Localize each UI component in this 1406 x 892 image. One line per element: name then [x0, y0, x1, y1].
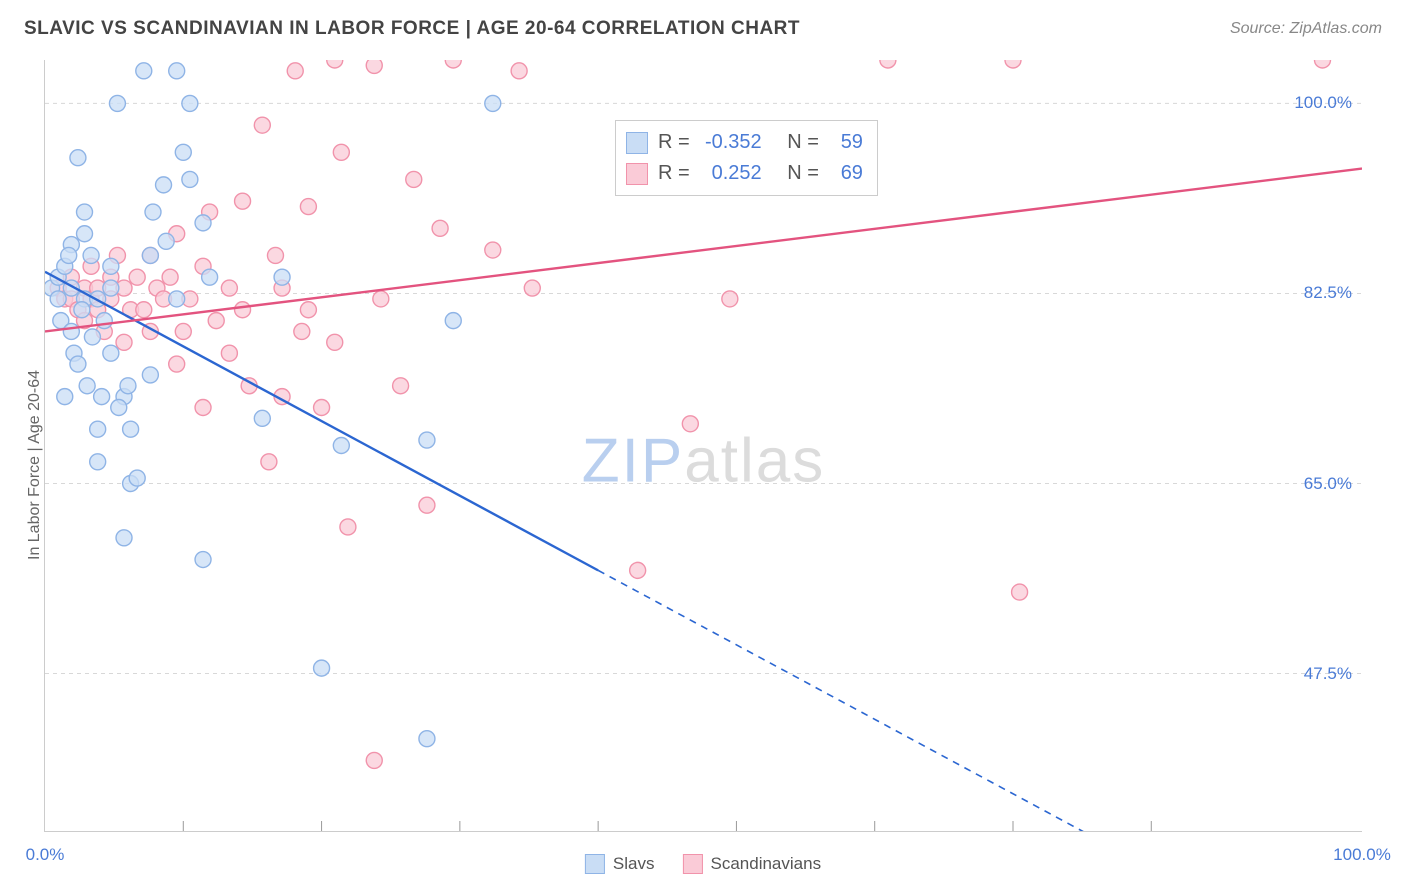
bottom-legend-slavs-label: Slavs	[613, 854, 655, 874]
legend-n-scand: 69	[829, 158, 863, 189]
legend-r-label: R =	[658, 158, 690, 189]
correlation-legend: R = -0.352 N = 59 R = 0.252 N = 69	[615, 120, 878, 196]
x-tick-label: 0.0%	[26, 845, 65, 865]
series-legend: Slavs Scandinavians	[585, 854, 821, 874]
legend-n-label: N =	[787, 127, 819, 158]
legend-swatch-slavs	[626, 132, 648, 154]
chart-container: SLAVIC VS SCANDINAVIAN IN LABOR FORCE | …	[0, 0, 1406, 892]
legend-r-scand: 0.252	[700, 158, 762, 189]
legend-swatch-scand-b	[683, 854, 703, 874]
legend-n-slavs: 59	[829, 127, 863, 158]
legend-r-slavs: -0.352	[700, 127, 762, 158]
chart-header: SLAVIC VS SCANDINAVIAN IN LABOR FORCE | …	[24, 18, 1382, 40]
chart-title: SLAVIC VS SCANDINAVIAN IN LABOR FORCE | …	[24, 18, 800, 40]
legend-row-slavs: R = -0.352 N = 59	[626, 127, 863, 158]
source-label: Source: ZipAtlas.com	[1230, 20, 1382, 38]
plot-area: ZIPatlas 47.5%65.0%82.5%100.0% 0.0%100.0…	[44, 60, 1362, 832]
legend-swatch-scand	[626, 163, 648, 185]
bottom-legend-scand-label: Scandinavians	[711, 854, 822, 874]
legend-n-label: N =	[787, 158, 819, 189]
x-tick-label: 100.0%	[1333, 845, 1391, 865]
bottom-legend-slavs: Slavs	[585, 854, 655, 874]
legend-swatch-slavs-b	[585, 854, 605, 874]
legend-row-scand: R = 0.252 N = 69	[626, 158, 863, 189]
y-axis-label: In Labor Force | Age 20-64	[26, 370, 44, 560]
legend-r-label: R =	[658, 127, 690, 158]
bottom-legend-scand: Scandinavians	[683, 854, 822, 874]
